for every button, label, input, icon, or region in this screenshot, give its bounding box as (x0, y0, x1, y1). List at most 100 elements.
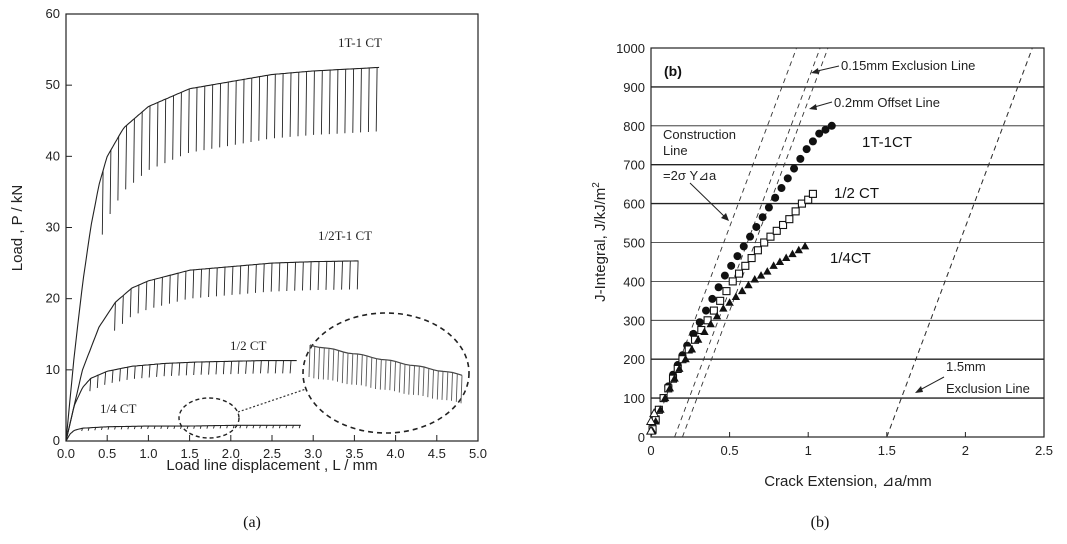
point-open-triangle (649, 408, 660, 418)
point-quarter-ct (769, 261, 778, 269)
annot-offset-02: 0.2mm Offset Line (834, 95, 940, 110)
point-quarter-ct (719, 304, 728, 312)
y-tick-label-b: 600 (623, 197, 645, 212)
point-half-ct (753, 246, 762, 255)
axis-ticks-b: 0 0.5 1 1.5 2 2.5 0 100 200 300 400 500 600 700 800 900… (616, 41, 1053, 458)
point-1t1ct (758, 213, 767, 222)
x-tick-label-b: 0 (647, 443, 654, 458)
series-group-b (645, 121, 836, 435)
unload-teeth-1 (114, 260, 359, 331)
point-open-triangle (645, 415, 657, 425)
annot-construction-2: Line (663, 143, 688, 158)
point-half-ct (728, 277, 737, 286)
point-1t1ct (771, 193, 780, 202)
point-1t1ct (739, 242, 748, 251)
x-tick-label-b: 0.5 (721, 443, 739, 458)
x-axis-label-b: Crack Extension, ⊿a/mm (764, 473, 932, 490)
x-tick-label-a: 3.5 (345, 446, 363, 461)
dashed-line-extra (886, 47, 1033, 438)
load-curve-3 (65, 424, 301, 442)
series-group-a (65, 66, 380, 442)
series-label-1t1ct: 1T-1 CT (338, 35, 382, 50)
point-half-ct (791, 207, 800, 216)
load-curve-2 (65, 360, 297, 442)
point-1t1ct (764, 203, 773, 212)
ylabel-superscript: 2 (591, 182, 602, 188)
point-half-ct (703, 316, 712, 325)
point-quarter-ct (788, 249, 797, 258)
y-axis-label-b-text: J-Integral, J/kJ/m2 (591, 182, 609, 302)
series-label-quarter-ct-b: 1/4CT (830, 250, 871, 267)
inset-teeth-lines (308, 344, 463, 404)
y-tick-label-b: 700 (623, 158, 645, 173)
x-tick-label-a: 4.5 (428, 446, 446, 461)
y-tick-label-a: 50 (46, 77, 60, 92)
point-1t1ct (727, 261, 736, 270)
annot-exclusion-15-2: Exclusion Line (946, 381, 1030, 396)
point-1t1ct (708, 294, 717, 303)
y-tick-label-a: 60 (46, 6, 60, 21)
gridlines-b (651, 86, 1044, 399)
annot-construction-3: =2σ Y⊿a (663, 168, 717, 183)
unload-teeth-0 (101, 67, 378, 235)
point-half-ct (716, 296, 725, 305)
point-half-ct (778, 220, 788, 230)
y-tick-label-b: 300 (623, 313, 645, 328)
point-quarter-ct (744, 280, 753, 289)
point-quarter-ct (800, 241, 810, 250)
point-1t1ct (733, 252, 742, 261)
point-1t1ct (790, 164, 799, 173)
inset-curve (308, 344, 463, 404)
point-quarter-ct (763, 267, 772, 275)
y-tick-label-a: 10 (46, 362, 60, 377)
x-tick-label-b: 1 (805, 443, 812, 458)
point-1t1ct (827, 121, 836, 130)
y-tick-label-b: 400 (623, 274, 645, 289)
inset-ellipse (302, 312, 470, 434)
point-half-ct (734, 269, 744, 278)
annot-exclusion-015: 0.15mm Exclusion Line (841, 58, 975, 73)
point-quarter-ct (756, 271, 766, 279)
y-tick-label-b: 1000 (616, 41, 645, 56)
point-quarter-ct (712, 311, 722, 320)
x-axis-label-a: Load line displacement , L / mm (166, 457, 377, 474)
panel-caption-b: (b) (811, 514, 830, 531)
load-curve-0 (65, 66, 380, 442)
x-tick-label-b: 2.5 (1035, 443, 1053, 458)
x-tick-label-a: 1.5 (181, 446, 199, 461)
point-1t1ct (796, 154, 805, 163)
series-label-1t-1ct: 1T-1CT (862, 134, 912, 151)
load-curve-1 (65, 260, 359, 442)
x-tick-label-a: 1.0 (139, 446, 157, 461)
unload-teeth-3 (81, 425, 301, 432)
point-quarter-ct (660, 393, 670, 402)
y-tick-label-b: 800 (623, 119, 645, 134)
y-tick-label-b: 100 (623, 391, 645, 406)
point-quarter-ct (687, 344, 697, 353)
x-tick-label-a: 2.0 (222, 446, 240, 461)
point-half-ct (804, 195, 813, 204)
point-quarter-ct (670, 374, 679, 382)
panel-caption-a: (a) (243, 514, 261, 531)
point-quarter-ct (681, 354, 690, 363)
point-quarter-ct (725, 298, 734, 306)
series-label-quarter-ct: 1/4 CT (100, 401, 137, 416)
point-1t1ct (702, 306, 711, 315)
point-quarter-ct (794, 245, 803, 254)
point-half-ct (785, 215, 794, 224)
construction-lines (650, 47, 1033, 438)
point-1t1ct (802, 145, 811, 154)
x-tick-label-b: 1.5 (878, 443, 896, 458)
point-quarter-ct (693, 335, 703, 343)
point-half-ct (741, 261, 750, 270)
series-label-half-ct: 1/2 CT (230, 338, 267, 353)
arrowhead-exclusion-015 (811, 68, 819, 74)
annot-construction-1: Construction (663, 127, 736, 142)
point-quarter-ct (656, 405, 665, 413)
x-tick-label-a: 4.0 (387, 446, 405, 461)
point-1t1ct (746, 232, 755, 241)
y-axis-label-a: Load , P / kN (9, 185, 26, 271)
point-1t1ct (714, 283, 723, 292)
arrowhead-offset-02 (809, 104, 817, 110)
